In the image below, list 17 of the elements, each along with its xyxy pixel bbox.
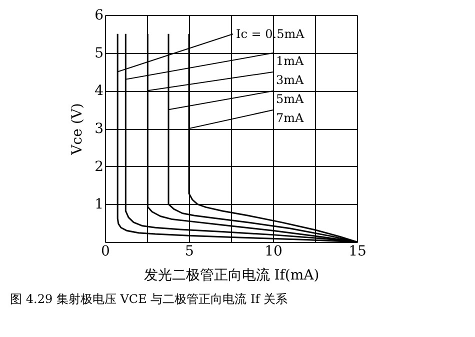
x-axis-title: 发光二极管正向电流 If(mA)	[144, 268, 320, 284]
y-tick-label: 4	[94, 83, 104, 100]
caption: 图 4.29 集射极电压 VCE 与二极管正向电流 If 关系	[10, 292, 288, 306]
annotation: 7mA	[276, 111, 304, 125]
x-tick-label: 0	[101, 244, 110, 260]
y-tick-label: 5	[94, 45, 104, 62]
y-tick-label: 6	[94, 8, 104, 24]
x-tick-label: 15	[348, 244, 366, 260]
x-tick-label: 10	[264, 244, 282, 260]
y-tick-label: 3	[94, 121, 104, 137]
x-tick-label: 5	[185, 244, 194, 260]
annotation: 5mA	[276, 92, 304, 106]
annotation: 3mA	[276, 73, 304, 87]
annotation: 1mA	[276, 54, 304, 68]
y-axis-title: Vce (V)	[70, 103, 86, 156]
y-tick-label: 2	[94, 158, 104, 175]
y-tick-label: 1	[94, 196, 104, 213]
